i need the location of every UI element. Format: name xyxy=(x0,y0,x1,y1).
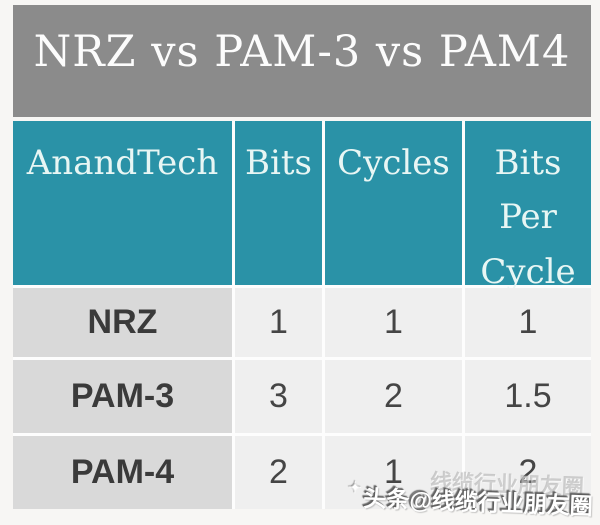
sparkle-icon: ✦ xyxy=(348,479,363,498)
nrz-cycles-value: 1 xyxy=(325,288,462,357)
row-label-pam4: PAM-4 xyxy=(13,436,232,509)
header-cell-cycles: Cycles xyxy=(325,121,462,285)
pam3-bits-value: 3 xyxy=(235,360,322,433)
header-cell-anandtech: AnandTech xyxy=(13,121,232,285)
header-cell-bits-per-cycle: Bits Per Cycle xyxy=(465,121,591,292)
nrz-bits-value: 1 xyxy=(235,288,322,357)
nrz-bits-per-cycle-value: 1 xyxy=(465,288,591,357)
row-label-pam3: PAM-3 xyxy=(13,360,232,433)
watermark: ✦ 头条@线缆行业朋友圈 xyxy=(348,479,594,522)
row-label-nrz: NRZ xyxy=(13,288,232,357)
title-banner: NRZ vs PAM-3 vs PAM4 xyxy=(13,5,591,117)
pam4-bits-per-cycle-value: 2 xyxy=(465,436,591,509)
header-cell-bits: Bits xyxy=(235,121,322,285)
pam3-bits-per-cycle-value: 1.5 xyxy=(465,360,591,433)
comparison-table: AnandTech Bits Cycles Bits Per Cycle NRZ… xyxy=(13,121,591,509)
pam4-bits-value: 2 xyxy=(235,436,322,509)
watermark-text: 头条@线缆行业朋友圈 xyxy=(363,485,594,520)
page-title: NRZ vs PAM-3 vs PAM4 xyxy=(33,27,571,77)
pam3-cycles-value: 2 xyxy=(325,360,462,433)
pam4-cycles-value: 1 xyxy=(325,436,462,509)
